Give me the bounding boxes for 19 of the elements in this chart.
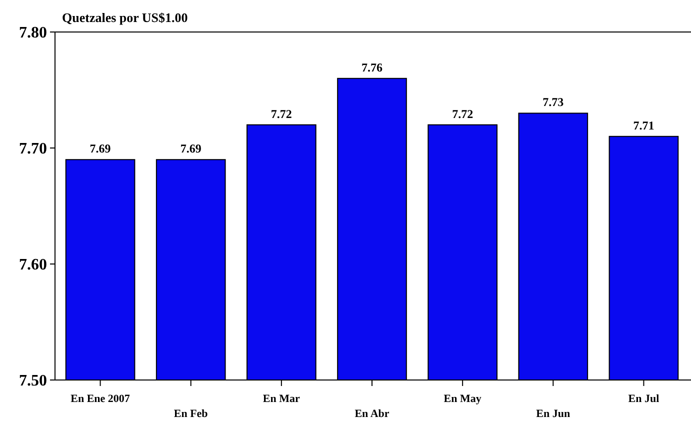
data-label: 7.72	[452, 106, 474, 121]
data-label: 7.76	[362, 60, 382, 74]
data-label: 7.71	[633, 118, 654, 132]
y-tick-label: 7.60	[19, 256, 47, 274]
y-tick-label: 7.70	[19, 140, 47, 158]
data-label: 7.69	[180, 142, 202, 156]
x-tick-label: En Jul	[628, 393, 660, 405]
x-tick-label: En Mar	[262, 393, 300, 405]
chart-title: Quetzales por US$1.00	[62, 10, 188, 25]
y-tick-label: 7.80	[19, 24, 47, 42]
x-tick-label: En Ene 2007	[70, 393, 130, 405]
data-label: 7.73	[542, 95, 564, 110]
x-tick-label: En Jun	[536, 408, 570, 420]
data-label: 7.72	[270, 106, 292, 121]
x-tick-label: En Feb	[174, 408, 208, 420]
y-tick-label: 7.50	[19, 372, 47, 390]
x-tick-label: En May	[444, 393, 482, 405]
x-tick-label: En Abr	[354, 408, 390, 420]
data-label: 7.69	[90, 142, 111, 156]
